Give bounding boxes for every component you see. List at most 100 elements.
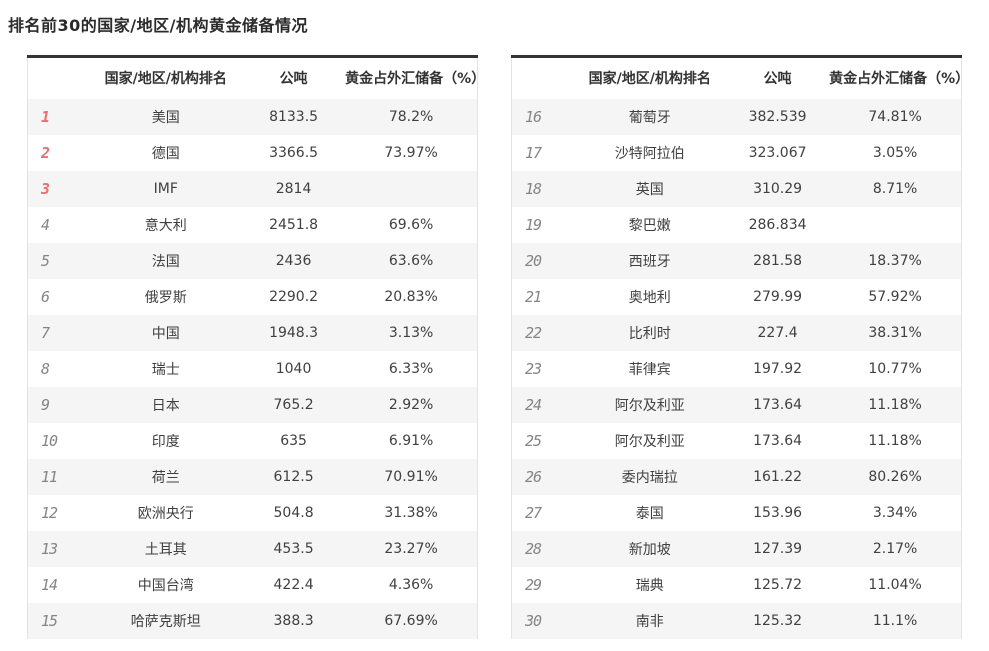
country-cell: 德国	[151, 145, 180, 162]
table-body-left: 1 美国 8133.5 78.2% 2 德国 3366.5 73.97% 3 IMF 2814 4 意大…	[27, 98, 478, 639]
tons-cell: 2814	[275, 180, 312, 197]
pct-column-header: 黄金占外汇储备（%）	[829, 56, 969, 99]
table-body-right: 16 葡萄牙 382.539 74.81% 17 沙特阿拉伯 323.067 3.05% 18 英…	[511, 98, 962, 639]
table-row: 7 中国 1948.3 3.13%	[27, 314, 478, 351]
table-row: 14 中国台湾 422.4 4.36%	[27, 566, 478, 603]
pct-cell: 2.92%	[388, 396, 434, 413]
table-row: 25 阿尔及利亚 173.64 11.18%	[511, 422, 962, 459]
country-cell: 中国台湾	[137, 577, 194, 594]
rank-cell: 30	[525, 611, 542, 630]
tons-cell: 153.96	[753, 504, 803, 521]
pct-cell: 8.71%	[872, 180, 918, 197]
country-cell: 菲律宾	[628, 361, 671, 378]
rank-cell: 26	[525, 467, 542, 486]
pct-cell: 11.18%	[868, 396, 922, 413]
pct-cell	[829, 207, 961, 243]
tons-cell: 2451.8	[269, 216, 319, 233]
rank-cell: 19	[525, 215, 542, 234]
country-cell: 日本	[151, 397, 180, 414]
rank-cell: 27	[525, 503, 542, 522]
tons-cell: 2436	[275, 252, 312, 269]
table-row: 13 土耳其 453.5 23.27%	[27, 530, 478, 567]
tons-cell: 227.4	[757, 324, 798, 341]
country-cell: 美国	[151, 109, 180, 126]
gold-reserves-table-left: 国家/地区/机构排名 公吨 黄金占外汇储备（%） 1 美国 8133.5 78.2% 2…	[27, 55, 485, 639]
pct-column-header: 黄金占外汇储备（%）	[345, 56, 485, 99]
table-row: 23 菲律宾 197.92 10.77%	[511, 350, 962, 387]
tons-cell: 173.64	[753, 432, 803, 449]
rank-cell: 12	[41, 503, 58, 522]
tons-column-header: 公吨	[725, 56, 830, 99]
table-row: 28 新加坡 127.39 2.17%	[511, 530, 962, 567]
tons-cell: 125.32	[753, 612, 803, 629]
tons-column-header: 公吨	[241, 56, 346, 99]
table-row: 3 IMF 2814	[27, 170, 478, 207]
table-row: 12 欧洲央行 504.8 31.38%	[27, 494, 478, 531]
table-header-row: 国家/地区/机构排名 公吨 黄金占外汇储备（%）	[511, 56, 969, 99]
country-cell: 荷兰	[151, 469, 180, 486]
country-cell: IMF	[153, 180, 178, 197]
table-row: 21 奥地利 279.99 57.92%	[511, 278, 962, 315]
table-row: 2 德国 3366.5 73.97%	[27, 134, 478, 171]
rank-cell: 4	[41, 215, 50, 234]
pct-cell: 73.97%	[384, 144, 438, 161]
tons-cell: 3366.5	[269, 144, 319, 161]
tons-cell: 382.539	[748, 108, 807, 125]
table-row: 5 法国 2436 63.6%	[27, 242, 478, 279]
pct-cell: 80.26%	[868, 468, 922, 485]
tons-cell: 635	[280, 432, 307, 449]
table-row: 11 荷兰 612.5 70.91%	[27, 458, 478, 495]
table-row: 4 意大利 2451.8 69.6%	[27, 206, 478, 243]
tons-cell: 161.22	[753, 468, 803, 485]
table-row: 6 俄罗斯 2290.2 20.83%	[27, 278, 478, 315]
country-cell: 英国	[635, 181, 664, 198]
rank-cell: 1	[41, 107, 50, 126]
country-cell: 中国	[151, 325, 180, 342]
pct-cell: 11.04%	[868, 576, 922, 593]
pct-cell: 2.17%	[872, 540, 918, 557]
rank-cell: 8	[41, 359, 50, 378]
table-row: 15 哈萨克斯坦 388.3 67.69%	[27, 602, 478, 639]
rank-cell: 11	[41, 467, 58, 486]
pct-cell: 74.81%	[868, 108, 922, 125]
rank-cell: 21	[525, 287, 542, 306]
country-cell: 俄罗斯	[144, 289, 187, 306]
rank-column-header	[511, 56, 574, 99]
rank-cell: 5	[41, 251, 50, 270]
country-cell: 新加坡	[628, 541, 671, 558]
pct-cell: 10.77%	[868, 360, 922, 377]
country-cell: 意大利	[144, 217, 187, 234]
rank-cell: 25	[525, 431, 542, 450]
country-cell: 西班牙	[628, 253, 671, 270]
rank-cell: 20	[525, 251, 542, 270]
pct-cell: 11.1%	[872, 612, 918, 629]
table-header-row: 国家/地区/机构排名 公吨 黄金占外汇储备（%）	[27, 56, 485, 99]
pct-cell: 3.34%	[872, 504, 918, 521]
tons-cell: 1040	[275, 360, 312, 377]
table-row: 26 委内瑞拉 161.22 80.26%	[511, 458, 962, 495]
country-cell: 瑞典	[635, 577, 664, 594]
rank-cell: 16	[525, 107, 542, 126]
country-cell: 瑞士	[151, 361, 180, 378]
pct-cell: 57.92%	[868, 288, 922, 305]
table-row: 8 瑞士 1040 6.33%	[27, 350, 478, 387]
table-row: 16 葡萄牙 382.539 74.81%	[511, 98, 962, 135]
country-cell: 葡萄牙	[628, 109, 671, 126]
rank-cell: 22	[525, 323, 542, 342]
rank-cell: 7	[41, 323, 50, 342]
table-row: 18 英国 310.29 8.71%	[511, 170, 962, 207]
table-row: 22 比利时 227.4 38.31%	[511, 314, 962, 351]
pct-cell	[345, 171, 477, 207]
tons-cell: 286.834	[748, 216, 807, 233]
country-cell: 阿尔及利亚	[614, 397, 685, 414]
gold-reserves-table-right: 国家/地区/机构排名 公吨 黄金占外汇储备（%） 16 葡萄牙 382.539 74.…	[511, 55, 969, 639]
pct-cell: 6.91%	[388, 432, 434, 449]
tons-cell: 173.64	[753, 396, 803, 413]
page-title: 排名前30的国家/地区/机构黄金储备情况	[8, 16, 308, 35]
country-column-header: 国家/地区/机构排名	[89, 56, 242, 99]
rank-cell: 17	[525, 143, 542, 162]
rank-cell: 13	[41, 539, 58, 558]
pct-cell: 67.69%	[384, 612, 438, 629]
table-row: 9 日本 765.2 2.92%	[27, 386, 478, 423]
table-row: 20 西班牙 281.58 18.37%	[511, 242, 962, 279]
